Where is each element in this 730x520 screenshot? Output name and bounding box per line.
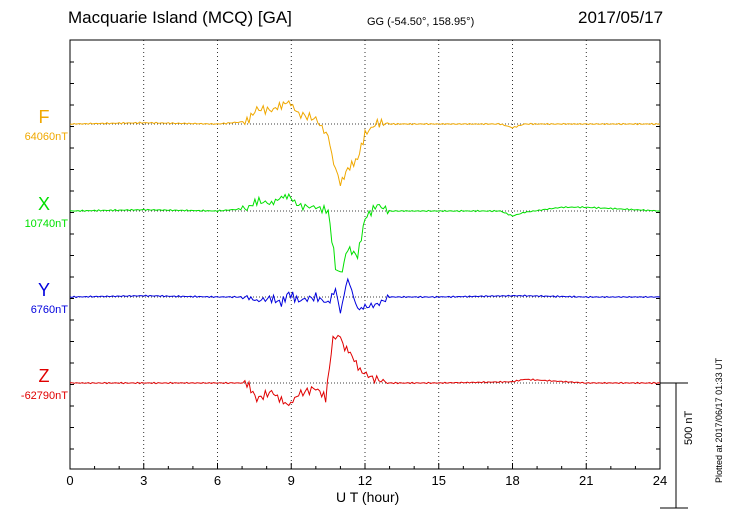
plotted-timestamp: Plotted at 2017/06/17 01:33 UT [714,357,724,483]
x-tick-label: 15 [432,473,446,488]
x-tick-label: 3 [140,473,147,488]
series-line-x [69,192,661,273]
chart-date: 2017/05/17 [578,8,664,27]
x-tick-label: 24 [653,473,667,488]
x-tick-label: 12 [358,473,372,488]
baseline-value-z: -62790nT [20,390,68,402]
x-tick-label: 6 [214,473,221,488]
series-line-z [69,334,661,407]
baseline-value-f: 64060nT [24,131,68,143]
legend-entry-f: F [38,107,50,127]
legend-entry-z: Z [38,366,50,386]
x-tick-label: 0 [66,473,73,488]
baseline-value-x: 10740nT [24,218,68,230]
legend-entry-x: X [37,194,50,214]
series-line-y [69,277,661,314]
series-line-f [69,99,661,187]
x-tick-label: 21 [579,473,593,488]
scale-label: 500 nT [683,410,695,445]
x-tick-label: 9 [288,473,295,488]
x-axis-label: U T (hour) [336,489,400,505]
chart-title: Macquarie Island (MCQ) [GA] [68,8,292,27]
station-coordinates: GG (-54.50°, 158.95°) [367,16,475,28]
baseline-value-y: 6760nT [30,304,68,316]
x-tick-label: 18 [505,473,519,488]
legend-entry-y: Y [37,280,50,300]
